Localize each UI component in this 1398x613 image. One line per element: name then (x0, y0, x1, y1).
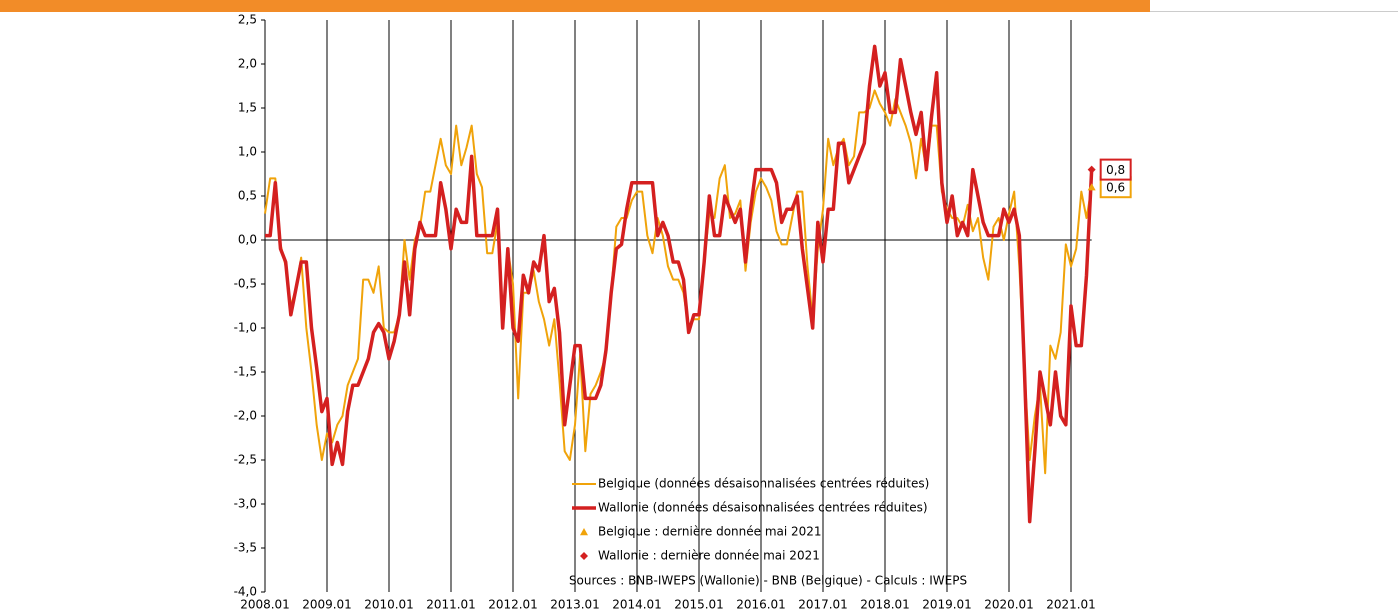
x-tick-label: 2008.01 (240, 598, 290, 612)
y-tick-label: -2,0 (234, 409, 257, 423)
y-tick-label: -2,5 (234, 453, 257, 467)
legend-marker (580, 552, 588, 560)
value-label-box (1099, 158, 1132, 181)
x-tick-label: 2020.01 (984, 598, 1034, 612)
x-tick-label: 2012.01 (488, 598, 538, 612)
legend-marker (580, 528, 588, 536)
last-value-marker (1087, 165, 1096, 174)
y-tick-label: 0,5 (238, 189, 257, 203)
y-tick-label: -3,0 (234, 497, 257, 511)
source-note: Sources : BNB-IWEPS (Wallonie) - BNB (Be… (569, 574, 967, 588)
value-label: 0,8 (1106, 163, 1125, 177)
x-tick-label: 2017.01 (798, 598, 848, 612)
x-tick-label: 2013.01 (550, 598, 600, 612)
y-tick-label: 1,5 (238, 101, 257, 115)
y-tick-label: 1,0 (238, 145, 257, 159)
legend-label: Belgique : dernière donnée mai 2021 (598, 525, 822, 539)
x-tick-label: 2019.01 (922, 598, 972, 612)
x-tick-label: 2018.01 (860, 598, 910, 612)
x-tick-label: 2011.01 (426, 598, 476, 612)
y-tick-label: -0,5 (234, 277, 257, 291)
x-tick-label: 2015.01 (674, 598, 724, 612)
last-value-marker (1087, 183, 1096, 191)
y-tick-label: -3,5 (234, 541, 257, 555)
y-tick-label: -4,0 (234, 585, 257, 599)
x-tick-label: 2009.01 (302, 598, 352, 612)
x-tick-label: 2016.01 (736, 598, 786, 612)
y-tick-label: 0,0 (238, 233, 257, 247)
y-tick-label: 2,0 (238, 57, 257, 71)
header-bar (0, 0, 1150, 12)
x-tick-label: 2021.01 (1046, 598, 1096, 612)
x-tick-label: 2014.01 (612, 598, 662, 612)
legend-label: Wallonie (données désaisonnalisées centr… (598, 501, 928, 515)
series-line (265, 44, 1094, 524)
y-tick-label: -1,0 (234, 321, 257, 335)
y-tick-label: 2,5 (238, 13, 257, 27)
value-label: 0,6 (1106, 181, 1125, 195)
y-tick-label: -1,5 (234, 365, 257, 379)
legend-label: Wallonie : dernière donnée mai 2021 (598, 549, 820, 563)
legend-label: Belgique (données désaisonnalisées centr… (598, 477, 929, 491)
x-tick-label: 2010.01 (364, 598, 414, 612)
